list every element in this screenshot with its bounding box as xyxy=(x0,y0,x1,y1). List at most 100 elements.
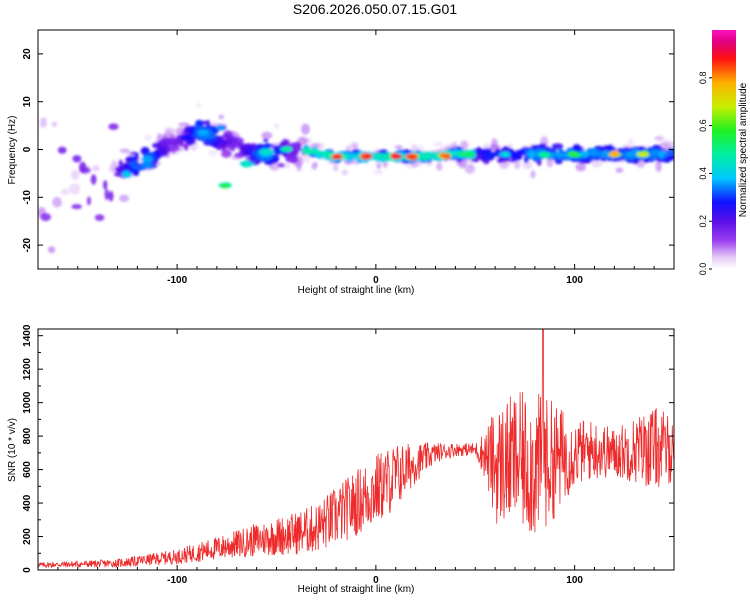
colorbar-tick-label: 0.0 xyxy=(698,263,708,276)
spectrogram-cell xyxy=(528,150,535,159)
y-tick-label: -10 xyxy=(22,190,33,205)
spectrogram-cell xyxy=(219,183,230,189)
spectrogram-cell xyxy=(265,143,274,147)
spectrogram-cell xyxy=(170,145,180,151)
spectrogram-cell xyxy=(40,117,47,128)
spectrogram-cell xyxy=(655,160,662,173)
spectrogram-cell xyxy=(626,152,633,156)
spectrogram-cell xyxy=(363,154,373,159)
x-tick-label: 0 xyxy=(373,275,379,286)
y-tick-label: 20 xyxy=(22,48,33,60)
spectrogram-cell xyxy=(294,141,301,148)
spectrogram-cell xyxy=(442,154,451,159)
spectrogram-cell xyxy=(57,146,67,154)
spectrogram-cell xyxy=(71,204,82,210)
x-tick-label: 100 xyxy=(566,275,583,286)
spectrogram-cell xyxy=(181,135,191,141)
spectrogram-cell xyxy=(60,188,70,196)
spectrogram-cell xyxy=(274,123,279,129)
snr-y-axis: 0 200 400 600 800 1000 1200 1400 xyxy=(22,324,674,573)
x-tick-label: -100 xyxy=(167,575,187,586)
spectrogram-cell xyxy=(290,149,299,155)
y-tick-label: 200 xyxy=(22,528,33,545)
spectrogram-cell xyxy=(197,130,209,134)
y-tick-label: 600 xyxy=(22,461,33,478)
snr-y-label: SNR (10 * v/v) xyxy=(7,418,18,482)
spectrogram-cell xyxy=(94,214,105,222)
spectrogram-cell xyxy=(482,144,488,150)
colorbar-axis: 0.0 0.2 0.4 0.6 0.8 xyxy=(698,72,712,276)
spectrogram-cell xyxy=(79,161,87,173)
colorbar-tick-label: 0.2 xyxy=(698,215,708,228)
spectrogram-cell xyxy=(615,167,624,173)
spectrogram-cell xyxy=(654,135,664,141)
colorbar-label: Normalized spectral amplitude xyxy=(738,82,749,217)
spectrogram-cell xyxy=(320,151,332,157)
colorbar-tick-label: 0.4 xyxy=(698,167,708,180)
spectrogram-cell xyxy=(282,162,291,169)
x-tick-label: 0 xyxy=(373,575,379,586)
spectrogram-cell xyxy=(416,153,425,159)
spectrogram-cell xyxy=(175,126,186,137)
spectrogram-cell xyxy=(603,150,611,159)
spectrogram-cell xyxy=(579,150,589,158)
spectrogram-cell xyxy=(119,148,130,153)
spectrogram-cell xyxy=(287,156,299,164)
spectrogram-cell xyxy=(611,150,619,157)
spectrogram-cell xyxy=(568,151,576,158)
spectrogram-cell xyxy=(460,140,468,150)
spectrogram-cell xyxy=(52,196,62,208)
spectrogram-cell xyxy=(170,133,176,139)
spectrogram-cell xyxy=(636,159,646,168)
spectrogram-cell xyxy=(72,155,82,163)
colorbar xyxy=(712,30,736,269)
spectrogram-cell xyxy=(501,151,511,157)
spectrogram-cell xyxy=(132,166,144,170)
spectrogram-cell xyxy=(391,154,403,159)
spectrogram-cell xyxy=(480,155,486,162)
spectrogram-cell xyxy=(271,149,283,154)
spectrogram-cell xyxy=(332,154,342,160)
y-tick-label: -20 xyxy=(22,237,33,252)
spectrogram-cell xyxy=(310,143,321,148)
snr-x-axis: -100 0 100 xyxy=(57,329,675,586)
spectrogram-cell xyxy=(460,152,473,157)
spectrogram-cell xyxy=(541,152,551,158)
spectrogram-cell xyxy=(218,114,224,120)
spectrogram-cell xyxy=(212,140,217,148)
spectrogram-cell xyxy=(303,148,313,154)
colorbar-tick-label: 0.8 xyxy=(698,72,708,85)
spectrogram-cell xyxy=(376,162,382,170)
spectrogram-cell xyxy=(224,133,231,138)
spectrogram-cell xyxy=(374,153,384,160)
y-tick-label: 1400 xyxy=(22,324,33,347)
spectrogram-cell xyxy=(113,171,122,177)
spectrogram-cell xyxy=(261,131,273,140)
spectrogram-cell xyxy=(469,150,477,159)
spectrogram-cell xyxy=(296,147,303,152)
spectrogram-cell xyxy=(277,163,285,168)
spectrogram-cell xyxy=(512,153,519,158)
spectrogram-cell xyxy=(350,142,359,151)
spectrogram-cell xyxy=(70,169,80,180)
spectrogram-cell xyxy=(207,150,218,157)
y-tick-label: 0 xyxy=(22,146,33,152)
spectrogram-cell xyxy=(433,142,444,147)
spectrogram-cell xyxy=(464,164,476,174)
spectrogram-cell xyxy=(560,153,570,157)
spectrogram-cell xyxy=(119,194,130,202)
spectrogram-x-label: Height of straight line (km) xyxy=(298,285,415,296)
spectrogram-cell xyxy=(141,163,152,168)
spectrogram-cell xyxy=(341,169,348,176)
spectrogram-cell xyxy=(158,134,167,139)
spectrogram-cell xyxy=(314,149,320,155)
spectrogram-cell xyxy=(436,162,443,171)
spectrogram-cell xyxy=(40,213,52,222)
spectrogram-cell xyxy=(422,151,433,160)
spectrogram-cell xyxy=(499,161,509,169)
y-tick-label: 1200 xyxy=(22,358,33,381)
spectrogram-cell xyxy=(627,137,634,146)
spectrogram-cell xyxy=(184,143,189,151)
spectrogram-cell xyxy=(104,188,109,201)
spectrogram-cell xyxy=(129,161,137,166)
